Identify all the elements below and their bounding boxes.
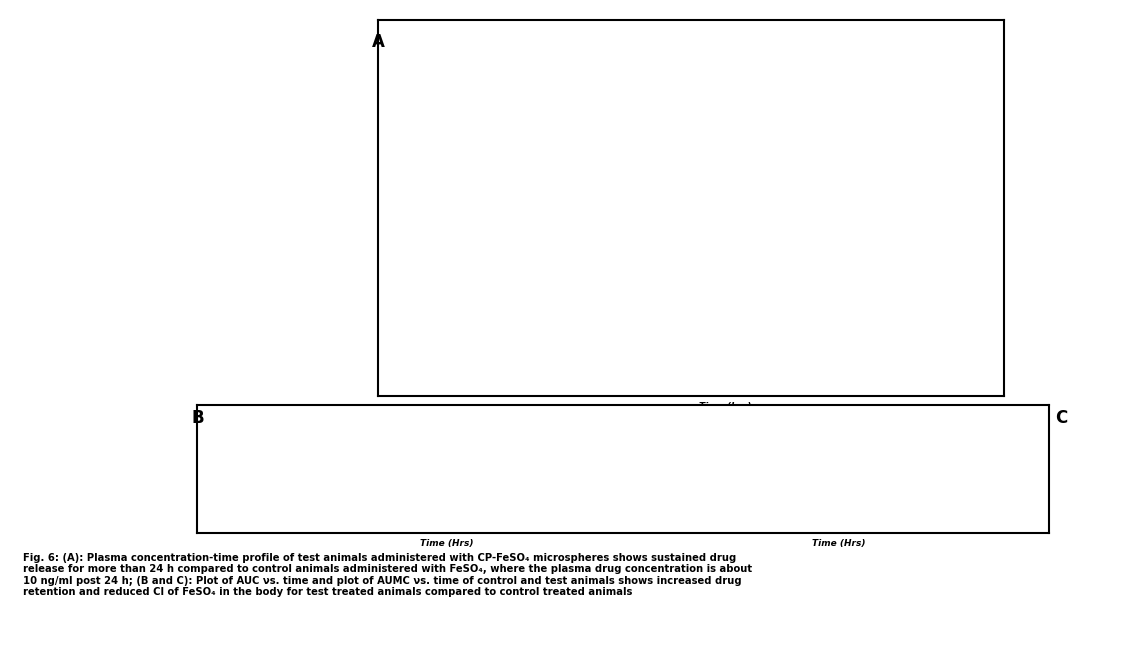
X-axis label: Time (hrs): Time (hrs)	[698, 220, 751, 228]
Y-axis label: Plasma Concentration
(ng/mL): Plasma Concentration (ng/mL)	[418, 70, 438, 165]
Text: C: C	[1055, 409, 1067, 427]
Text: FeSO4: FeSO4	[819, 239, 856, 249]
Y-axis label: Plasma Concentration
(nghr/mL): Plasma Concentration (nghr/mL)	[418, 252, 438, 347]
Y-axis label: AUC (nghr/mL): AUC (nghr/mL)	[221, 432, 230, 500]
Text: Fig. 6: (A): Plasma concentration-time profile of test animals administered with: Fig. 6: (A): Plasma concentration-time p…	[23, 553, 751, 598]
Legend: Test, ....: Test, ....	[655, 416, 694, 441]
Legend: Test, : Test,	[263, 416, 302, 441]
X-axis label: Time (Hrs): Time (Hrs)	[812, 540, 865, 548]
X-axis label: Time (hrs): Time (hrs)	[698, 402, 751, 411]
X-axis label: Time (Hrs): Time (Hrs)	[420, 540, 474, 548]
Text: B: B	[192, 409, 204, 427]
Text: CP-FeSO4: CP-FeSO4	[819, 56, 876, 67]
Y-axis label: AUMC (nghr2/mL): AUMC (nghr2/mL)	[613, 424, 622, 508]
Text: A: A	[372, 33, 385, 51]
